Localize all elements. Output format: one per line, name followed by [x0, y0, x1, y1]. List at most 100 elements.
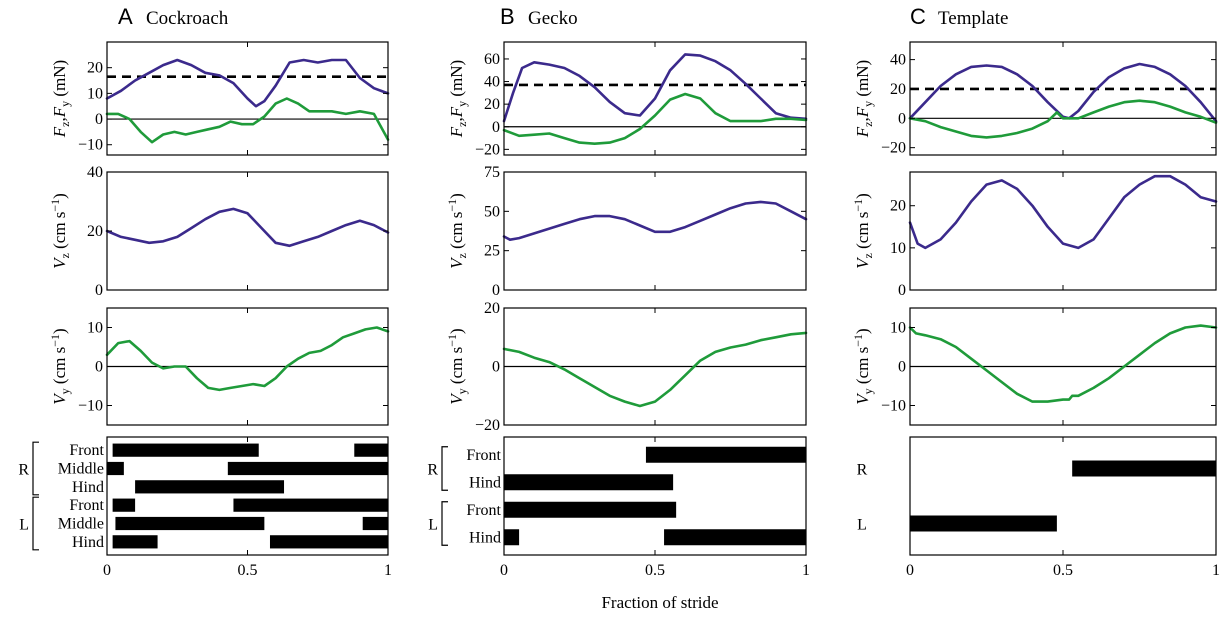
plot-frame: [909, 41, 1217, 156]
y-tick-label: 20: [890, 81, 906, 98]
y-tick-label: 10: [890, 240, 906, 257]
plot-frame: [503, 307, 807, 426]
group-label: R: [857, 462, 868, 479]
row-label: Hind: [469, 529, 501, 546]
plot-frame: [909, 171, 1217, 291]
y-tick-label: −10: [78, 398, 103, 415]
y-tick-label: 25: [484, 243, 500, 260]
y-tick-label: 0: [898, 110, 906, 127]
y-tick-label: 40: [484, 74, 500, 91]
subplot-c-vy: −10 0 10 Vy (cm s−1): [851, 307, 1218, 426]
subplot-b-vz: 0 25 50 75 Vz (cm s−1): [445, 164, 808, 299]
plot-frame: [106, 436, 389, 556]
x-tick-label: 0: [103, 562, 111, 579]
stance-bar: [504, 529, 520, 546]
stance-bar: [233, 498, 388, 512]
group-bracket: [32, 441, 39, 496]
subplot-c-gait: R L 0 0.5 1: [857, 436, 1220, 579]
plot-frame: [503, 41, 807, 156]
y-axis-label: Vz (cm s−1): [445, 193, 469, 269]
subplot-b-vy: −20 0 20 Vy (cm s−1): [445, 300, 808, 434]
y-tick-label: −20: [881, 140, 906, 157]
y-tick-label: 40: [890, 52, 906, 69]
y-tick-label: 0: [898, 359, 906, 376]
group-label: L: [857, 517, 867, 534]
series-line-vy: [908, 324, 1218, 403]
stance-bar: [112, 443, 259, 457]
x-tick-label: 1: [1212, 562, 1220, 579]
y-axis-label: Vz (cm s−1): [851, 193, 875, 269]
y-axis-label: Vy (cm s−1): [851, 328, 875, 404]
y-tick-label: 0: [95, 111, 103, 128]
series-line-fy: [502, 92, 808, 145]
y-tick-label: 10: [890, 320, 906, 337]
panel-title-b: B Gecko: [500, 4, 578, 29]
y-tick-label: 0: [95, 359, 103, 376]
series-line-fz: [502, 53, 808, 123]
subplot-c-force: −20 0 20 40 Fz,Fy (mN): [853, 41, 1218, 157]
y-tick-label: 75: [484, 164, 500, 181]
x-tick-label: 0.5: [645, 562, 665, 579]
panel-name-a: Cockroach: [146, 8, 229, 29]
x-tick-label: 0: [906, 562, 914, 579]
stance-bar: [1072, 460, 1216, 477]
row-label: Front: [466, 447, 501, 464]
y-tick-label: 0: [898, 282, 906, 299]
subplot-b-gait: Front Hind Front Hind R L 0 0.5 1: [427, 436, 810, 579]
stance-bar: [227, 461, 388, 476]
plot-frame: [909, 436, 1217, 556]
group-bracket: [441, 446, 448, 491]
plot-frame: [503, 436, 807, 556]
row-label: Middle: [58, 461, 104, 478]
series-line-vz: [908, 174, 1218, 250]
stance-bar: [112, 535, 158, 549]
y-tick-label: 0: [492, 119, 500, 136]
group-label: R: [18, 462, 29, 479]
y-tick-label: 10: [87, 85, 103, 102]
subplot-a-force: −10 0 10 20 Fz,Fy (mN): [50, 41, 390, 156]
x-tick-label: 1: [384, 562, 392, 579]
series-line-vz: [105, 207, 390, 248]
series-line-fz: [105, 58, 390, 108]
x-tick-label: 1: [802, 562, 810, 579]
y-tick-label: 40: [87, 164, 103, 181]
y-tick-label: −10: [78, 137, 103, 154]
stance-bar: [115, 516, 265, 531]
plot-frame: [106, 41, 389, 156]
row-label: Middle: [58, 516, 104, 533]
x-tick-label: 0: [500, 562, 508, 579]
group-label: L: [19, 517, 29, 534]
y-tick-label: 20: [87, 60, 103, 77]
row-label: Hind: [469, 474, 501, 491]
series-line-vz: [502, 200, 808, 241]
y-tick-label: −20: [475, 141, 500, 158]
panel-name-c: Template: [938, 8, 1008, 29]
panel-name-b: Gecko: [528, 8, 578, 29]
y-tick-label: −20: [475, 417, 500, 434]
x-tick-label: 0.5: [1053, 562, 1073, 579]
panel-letter-a: A: [118, 4, 133, 29]
series-line-fy: [908, 99, 1218, 139]
panel-letter-c: C: [910, 4, 926, 29]
group-bracket: [32, 496, 39, 551]
stance-bar: [504, 501, 677, 518]
y-tick-label: 10: [87, 320, 103, 337]
plot-frame: [909, 307, 1217, 426]
series-line-fy: [105, 97, 390, 144]
group-label: L: [428, 517, 438, 534]
panel-title-a: A Cockroach: [118, 4, 229, 29]
row-label: Hind: [72, 534, 104, 551]
y-tick-label: 0: [492, 359, 500, 376]
x-axis-label: Fraction of stride: [601, 593, 718, 612]
stance-bar: [362, 516, 388, 531]
stance-bar: [504, 474, 674, 491]
y-axis-label: Fz,Fy (mN): [50, 60, 72, 138]
row-label: Front: [466, 502, 501, 519]
y-tick-label: 50: [484, 203, 500, 220]
panel-title-c: C Template: [910, 4, 1008, 29]
stance-bar: [664, 529, 806, 546]
y-tick-label: 0: [95, 282, 103, 299]
